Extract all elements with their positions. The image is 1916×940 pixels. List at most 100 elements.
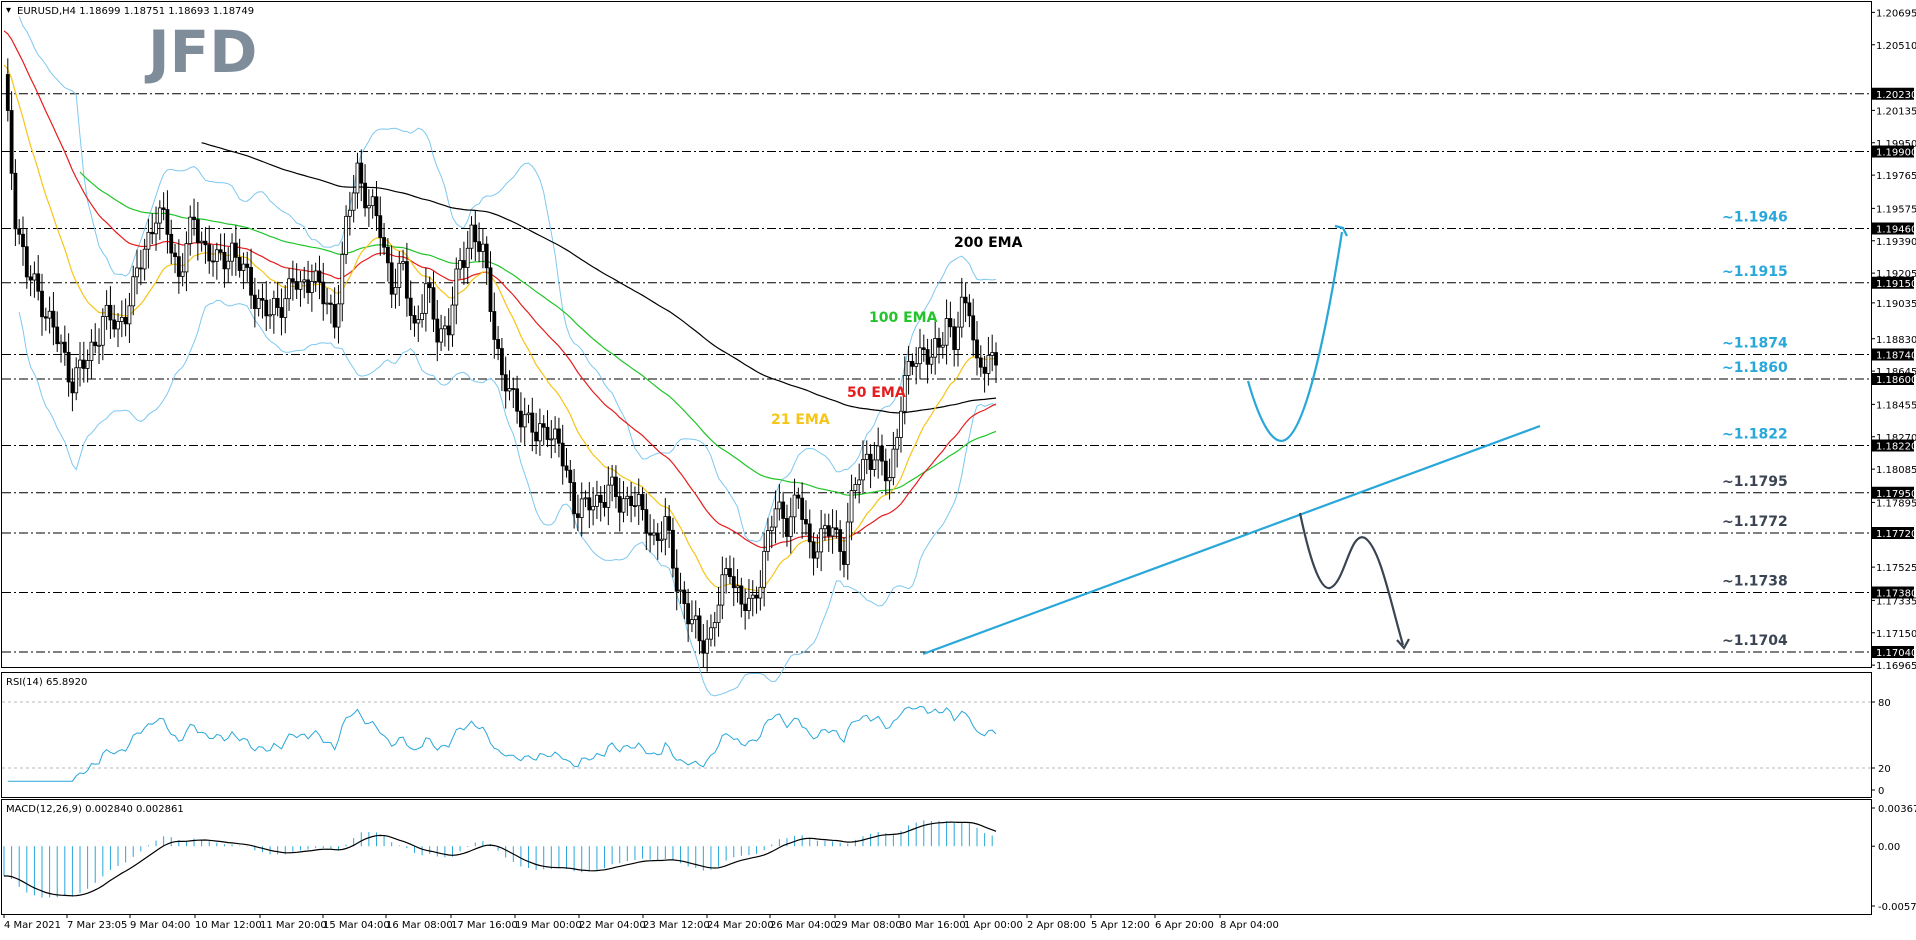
ema-line-21 (3, 64, 997, 592)
candle (526, 404, 531, 424)
candle (268, 299, 272, 329)
price-tick-label: 1.19575 (1876, 204, 1916, 215)
candle (553, 416, 558, 453)
price-tick-label: 1.18270 (1876, 433, 1916, 444)
price-level-marker (1872, 646, 1914, 658)
candle (868, 444, 873, 489)
candle (431, 271, 436, 332)
price-tick-label: 1.18085 (1876, 465, 1916, 476)
candle (697, 608, 702, 655)
candle (351, 174, 356, 223)
rsi-tick-label: 80 (1878, 698, 1891, 709)
rsi-label: RSI(14) 65.8920 (6, 677, 87, 688)
candle (891, 431, 896, 486)
candle (389, 245, 394, 309)
candle (5, 58, 10, 122)
candle (788, 497, 793, 554)
level-label: ~1.1915 (1722, 264, 1788, 280)
price-tick-label: 1.18220 (1876, 442, 1916, 453)
time-axis: 4 Mar 2021 7 Mar 23:05 9 Mar 04:00 10 Mar 1… (3, 914, 1279, 931)
candle (990, 334, 995, 372)
price-level-marker (1872, 348, 1914, 361)
candle (959, 277, 964, 338)
ema-line-200 (201, 142, 997, 414)
price-level-marker (1872, 439, 1914, 452)
candle (271, 290, 276, 334)
price-tick-label: 1.19205 (1876, 269, 1916, 280)
candle (777, 484, 782, 521)
candle (564, 447, 569, 478)
bollinger-bands (18, 16, 997, 697)
candle (275, 281, 280, 317)
candle (902, 356, 907, 425)
candle (480, 228, 485, 269)
candle (249, 248, 253, 310)
candle (781, 491, 786, 538)
candle (754, 586, 759, 614)
candle (750, 580, 755, 617)
candle (70, 368, 75, 412)
candle (241, 252, 246, 290)
candle (910, 353, 915, 376)
candle (184, 231, 189, 292)
price-tick-label: 1.19035 (1876, 299, 1916, 310)
candle (28, 265, 33, 297)
candle (298, 270, 303, 307)
price-level-marker (1872, 486, 1914, 499)
candle (287, 268, 291, 311)
ema-label: 100 EMA (869, 310, 938, 326)
candle (659, 521, 664, 553)
candle (59, 334, 63, 363)
candle (442, 316, 447, 347)
bullish-arrowhead (1334, 224, 1348, 237)
candle (47, 296, 52, 334)
candle (728, 555, 732, 585)
price-tick-label: 1.18645 (1876, 367, 1916, 378)
candle (978, 345, 983, 377)
candle (921, 334, 926, 362)
candle (766, 517, 770, 561)
candle (640, 487, 645, 521)
candle (340, 241, 345, 322)
ema-label: 21 EMA (771, 412, 830, 428)
candle (796, 487, 801, 509)
candle (127, 292, 132, 343)
candle (188, 205, 193, 256)
bearish-scenario-arrow (1298, 512, 1405, 646)
time-tick-label: 1 Apr 00:00 (964, 920, 1023, 931)
rsi-indicator: 80 20 0 (2, 698, 1891, 797)
candle (579, 482, 584, 537)
candle (986, 336, 991, 386)
rsi-line (7, 705, 997, 782)
candle (469, 216, 474, 260)
price-tick-label: 1.17720 (1876, 529, 1916, 540)
candle (678, 572, 683, 604)
candle (370, 189, 375, 219)
time-tick-label: 26 Mar 04:00 (770, 920, 837, 931)
time-tick-label: 15 Mar 04:00 (323, 920, 390, 931)
candle (682, 581, 687, 620)
candle (496, 326, 500, 361)
candle (883, 448, 888, 495)
candle (705, 620, 710, 672)
candle (173, 243, 177, 274)
candle (108, 286, 113, 339)
time-tick-label: 29 Mar 08:00 (835, 920, 902, 931)
candle (484, 236, 489, 285)
candle (473, 210, 478, 261)
candle (929, 339, 934, 374)
candle (667, 505, 672, 549)
price-level-marker (1872, 527, 1914, 539)
candle (123, 298, 128, 337)
chart-menu-icon[interactable]: ▾ (6, 5, 11, 16)
candle (541, 415, 546, 446)
time-tick-label: 24 Mar 20:00 (707, 920, 774, 931)
candle (887, 458, 892, 500)
candle (587, 482, 592, 529)
level-label: ~1.1860 (1722, 360, 1788, 376)
level-label: ~1.1738 (1722, 574, 1788, 590)
candle (918, 328, 922, 380)
price-tick-label: 1.17950 (1876, 489, 1916, 500)
candle (100, 308, 105, 361)
